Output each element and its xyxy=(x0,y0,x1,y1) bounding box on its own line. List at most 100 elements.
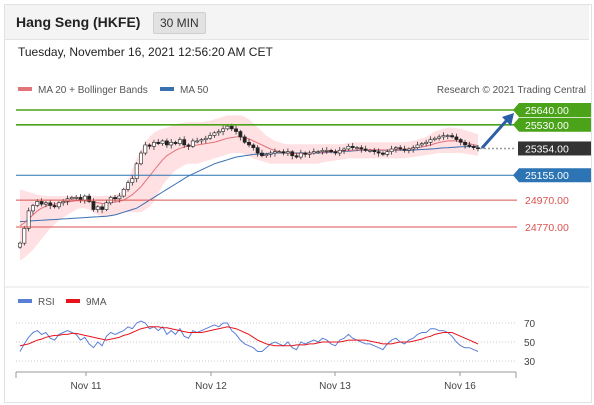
ma9-legend-label: 9MA xyxy=(86,297,107,308)
candle xyxy=(247,141,251,146)
candle xyxy=(126,182,130,190)
ma50-legend-swatch xyxy=(160,87,174,91)
level-label: 25155.00 xyxy=(525,170,569,182)
level-badge xyxy=(518,141,591,156)
candle xyxy=(113,197,117,200)
candle xyxy=(22,228,27,244)
candle xyxy=(221,128,225,132)
candle xyxy=(208,135,213,139)
candle xyxy=(169,141,174,146)
candle xyxy=(363,148,368,151)
candle xyxy=(18,242,22,248)
candle xyxy=(251,144,256,148)
forecast-arrow-head xyxy=(502,113,514,126)
ma20-line xyxy=(19,136,479,227)
candle xyxy=(139,152,143,165)
level-label: 25640.00 xyxy=(525,105,569,117)
candle xyxy=(186,144,191,147)
levels-layer: 25640.00 25530.00 25354.00 25155.00 24970.00… xyxy=(16,103,591,234)
bollinger-band xyxy=(20,115,478,261)
candle xyxy=(242,136,247,143)
candle xyxy=(385,151,390,155)
candle xyxy=(381,152,385,155)
candle xyxy=(95,206,100,210)
level-label: 24970.00 xyxy=(525,195,569,207)
ma20-legend-swatch xyxy=(18,87,32,91)
candle xyxy=(437,136,442,139)
price-layer xyxy=(18,115,480,261)
time-axis-labels: Nov 11 Nov 12 Nov 13 Nov 16 xyxy=(71,372,476,392)
candle xyxy=(104,202,109,210)
candle xyxy=(290,151,295,157)
candle xyxy=(320,150,325,152)
timestamp: Tuesday, November 16, 2021 12:56:20 AM C… xyxy=(18,45,273,59)
header-bar: Hang Seng (HKFE) 30 MIN xyxy=(5,5,589,40)
candle xyxy=(143,144,148,154)
time-tick-label: Nov 11 xyxy=(71,381,102,392)
candle xyxy=(134,163,139,179)
candle xyxy=(281,151,286,154)
candle xyxy=(74,197,79,199)
candle xyxy=(337,150,342,154)
candle xyxy=(190,140,195,147)
candle xyxy=(160,140,165,144)
rsi-tick-label: 30 xyxy=(524,357,536,368)
candle xyxy=(264,154,269,157)
candle xyxy=(432,137,437,140)
rsi-legend-label: RSI xyxy=(38,297,55,308)
candle xyxy=(415,144,420,148)
candle xyxy=(31,205,35,212)
candle xyxy=(467,144,472,147)
candle xyxy=(298,152,303,158)
candle xyxy=(44,202,48,205)
candle xyxy=(255,147,260,154)
candle xyxy=(303,152,308,155)
candle xyxy=(471,146,476,148)
ma9-legend-swatch xyxy=(66,299,80,303)
candle xyxy=(147,144,152,147)
candle xyxy=(350,146,355,148)
candle xyxy=(61,201,66,204)
candle xyxy=(476,147,480,149)
timeframe-button[interactable]: 30 MIN xyxy=(153,12,206,34)
rsi-legend-swatch xyxy=(18,299,32,303)
candle xyxy=(152,141,156,147)
candle xyxy=(333,151,338,154)
candle xyxy=(273,151,277,154)
candle xyxy=(376,151,381,154)
candle xyxy=(100,206,104,210)
candle xyxy=(342,148,346,151)
candle xyxy=(368,150,372,152)
candle xyxy=(182,139,187,146)
rsi-line xyxy=(19,320,479,352)
candle xyxy=(394,147,398,150)
level-badge xyxy=(513,103,591,117)
candle xyxy=(234,128,238,132)
candle xyxy=(203,137,208,140)
candle xyxy=(156,141,161,144)
candle xyxy=(177,139,182,144)
candle xyxy=(316,151,321,153)
ma50-line xyxy=(19,145,479,223)
candle xyxy=(199,139,204,142)
candle xyxy=(195,140,200,143)
level-label: 25530.00 xyxy=(525,120,569,132)
candle xyxy=(428,139,433,143)
candle xyxy=(173,141,178,144)
rsi-ma9-line xyxy=(19,326,479,347)
candle xyxy=(346,146,351,150)
candle xyxy=(398,147,403,150)
candle xyxy=(216,131,221,134)
candle xyxy=(445,135,450,137)
rsi-tick-label: 70 xyxy=(524,319,536,330)
candle xyxy=(26,210,31,229)
candle xyxy=(225,125,230,130)
candle xyxy=(229,125,234,130)
level-badge xyxy=(513,117,591,132)
candle xyxy=(56,202,61,208)
candle xyxy=(441,135,446,138)
time-tick-label: Nov 12 xyxy=(195,381,227,392)
candle xyxy=(285,151,290,154)
level-label: 25354.00 xyxy=(525,143,569,155)
